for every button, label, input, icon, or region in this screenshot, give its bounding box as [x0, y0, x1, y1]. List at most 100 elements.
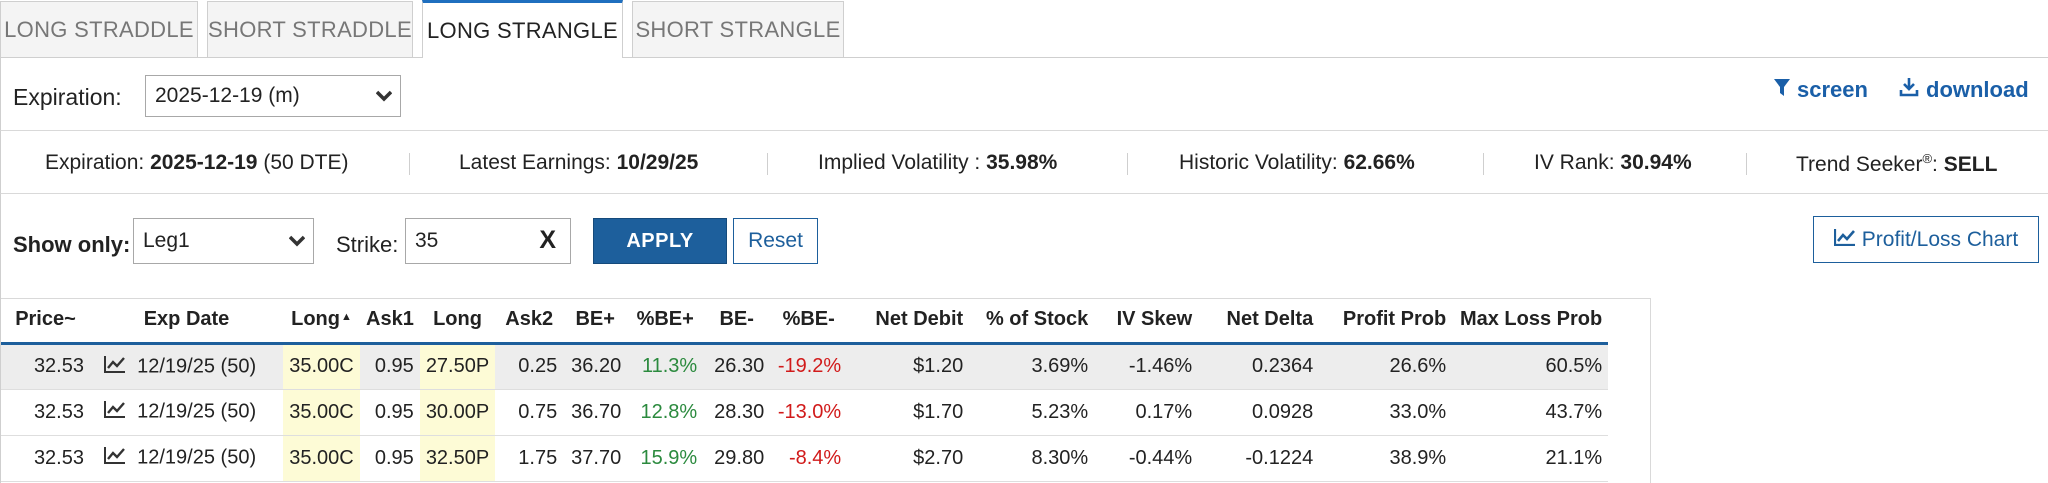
cell-be-minus: 28.30 [703, 389, 771, 436]
cell-be-plus: 36.70 [563, 389, 628, 436]
tab-short-strangle[interactable]: SHORT STRANGLE [632, 1, 844, 58]
cell-net-debit: $2.70 [847, 435, 970, 482]
cell-price: 32.53 [1, 343, 90, 390]
strike-label: Strike: [336, 232, 399, 257]
cell-be-minus: 26.30 [703, 343, 771, 390]
stat-ivrank-label: IV Rank: [1534, 151, 1615, 174]
col-long2[interactable]: Long [419, 298, 496, 345]
chart-icon [1833, 228, 1856, 252]
cell-max-loss-prob: 60.5% [1452, 343, 1609, 390]
apply-button[interactable]: APPLY [593, 218, 727, 264]
divider [1746, 153, 1747, 175]
divider [767, 153, 768, 175]
results-table-wrapper: Price~ Exp Date Long▲ Ask1 Long Ask2 BE+… [0, 298, 2048, 483]
chart-icon[interactable] [104, 400, 126, 424]
cell-ask2: 0.25 [495, 343, 564, 390]
tab-short-straddle[interactable]: SHORT STRADDLE [207, 1, 413, 58]
divider [1127, 153, 1128, 175]
col-be-minus[interactable]: BE- [703, 298, 771, 345]
col-exp-date[interactable]: Exp Date [90, 298, 283, 345]
show-only-value: Leg1 [143, 229, 190, 252]
tab-long-strangle[interactable]: LONG STRANGLE [422, 0, 623, 58]
divider [1483, 153, 1484, 175]
show-only-select[interactable]: Leg1 [133, 218, 314, 264]
stats-bar: Expiration: 2025-12-19 (50 DTE) Latest E… [0, 131, 2048, 194]
stat-historic-volatility: Historic Volatility: 62.66% [1179, 151, 1415, 175]
screen-link[interactable]: screen [1774, 77, 1868, 103]
filter-bar: Show only: Leg1 Strike: 35 X APPLY Reset… [0, 194, 2048, 298]
reset-button[interactable]: Reset [733, 218, 818, 264]
cell-ask1: 0.95 [360, 389, 420, 436]
stat-hv-value: 62.66% [1343, 151, 1415, 174]
stat-expiration-dte: (50 DTE) [263, 151, 349, 174]
col-be-plus[interactable]: BE+ [563, 298, 628, 345]
cell-long1: 35.00C [283, 343, 360, 390]
cell-profit-prob: 26.6% [1319, 343, 1453, 390]
chart-icon[interactable] [104, 355, 126, 379]
cell-ask2: 1.75 [495, 435, 564, 482]
strike-input-value: 35 [415, 229, 439, 252]
stat-iv-label: Implied Volatility : [818, 151, 981, 174]
col-long1-label: Long [291, 308, 340, 331]
col-net-delta[interactable]: Net Delta [1198, 298, 1320, 345]
col-profit-prob[interactable]: Profit Prob [1319, 298, 1453, 345]
stat-hv-label: Historic Volatility: [1179, 151, 1338, 174]
chart-icon[interactable] [104, 446, 126, 470]
col-pct-be-minus[interactable]: %BE- [770, 298, 848, 345]
cell-pct-of-stock: 5.23% [969, 389, 1095, 436]
table-right-border [1650, 298, 1651, 483]
stat-iv-rank: IV Rank: 30.94% [1534, 151, 1692, 175]
profit-loss-chart-label: Profit/Loss Chart [1861, 227, 2019, 251]
profit-loss-chart-button[interactable]: Profit/Loss Chart [1813, 216, 2039, 263]
col-ask1[interactable]: Ask1 [360, 298, 420, 345]
cell-pct-be-minus: -13.0% [770, 389, 848, 436]
expiration-select[interactable]: 2025-12-19 (m) [145, 75, 401, 117]
clear-strike-button[interactable]: X [539, 226, 556, 254]
table-row[interactable]: 32.53 12/19/25 (50) 35.00C 0.95 30.00P 0… [1, 389, 1609, 436]
col-long1[interactable]: Long▲ [283, 298, 360, 345]
tab-long-straddle[interactable]: LONG STRADDLE [0, 1, 198, 58]
cell-price: 32.53 [1, 389, 90, 436]
cell-exp-value: 12/19/25 (50) [137, 354, 257, 377]
cell-price: 32.53 [1, 435, 90, 482]
stat-earnings: Latest Earnings: 10/29/25 [459, 151, 698, 175]
divider [409, 153, 410, 175]
table-row[interactable]: 32.53 12/19/25 (50) 35.00C 0.95 27.50P 0… [1, 343, 1609, 390]
cell-long2: 32.50P [419, 435, 496, 482]
col-max-loss-prob[interactable]: Max Loss Prob [1452, 298, 1609, 345]
expiration-label: Expiration: [13, 84, 122, 110]
cell-long2: 27.50P [419, 343, 496, 390]
cell-net-delta: 0.2364 [1198, 343, 1320, 390]
cell-exp: 12/19/25 (50) [90, 389, 283, 436]
download-icon [1899, 77, 1919, 103]
cell-pct-be-plus: 12.8% [627, 389, 704, 436]
col-net-debit[interactable]: Net Debit [847, 298, 970, 345]
download-link[interactable]: download [1899, 77, 2029, 103]
download-link-label: download [1926, 77, 2029, 102]
cell-exp-value: 12/19/25 (50) [137, 446, 257, 469]
screen-link-label: screen [1797, 77, 1868, 102]
col-pct-of-stock[interactable]: % of Stock [969, 298, 1095, 345]
col-price[interactable]: Price~ [1, 298, 90, 345]
cell-pct-of-stock: 3.69% [969, 343, 1095, 390]
cell-net-debit: $1.20 [847, 343, 970, 390]
strike-input[interactable]: 35 X [405, 218, 571, 264]
col-ask2[interactable]: Ask2 [495, 298, 564, 345]
cell-be-plus: 37.70 [563, 435, 628, 482]
stat-expiration-label: Expiration: [45, 151, 145, 174]
cell-iv-skew: 0.17% [1094, 389, 1199, 436]
cell-pct-be-plus: 15.9% [627, 435, 704, 482]
cell-net-delta: 0.0928 [1198, 389, 1320, 436]
chevron-down-icon [376, 90, 392, 102]
col-iv-skew[interactable]: IV Skew [1094, 298, 1199, 345]
stat-trend-colon: : [1932, 153, 1938, 176]
col-pct-be-plus[interactable]: %BE+ [627, 298, 704, 345]
table-row[interactable]: 32.53 12/19/25 (50) 35.00C 0.95 32.50P 1… [1, 435, 1609, 482]
registered-mark: ® [1922, 151, 1933, 166]
cell-ask2: 0.75 [495, 389, 564, 436]
cell-iv-skew: -1.46% [1094, 343, 1199, 390]
cell-long1: 35.00C [283, 389, 360, 436]
cell-max-loss-prob: 43.7% [1452, 389, 1609, 436]
stat-iv-value: 35.98% [986, 151, 1058, 174]
